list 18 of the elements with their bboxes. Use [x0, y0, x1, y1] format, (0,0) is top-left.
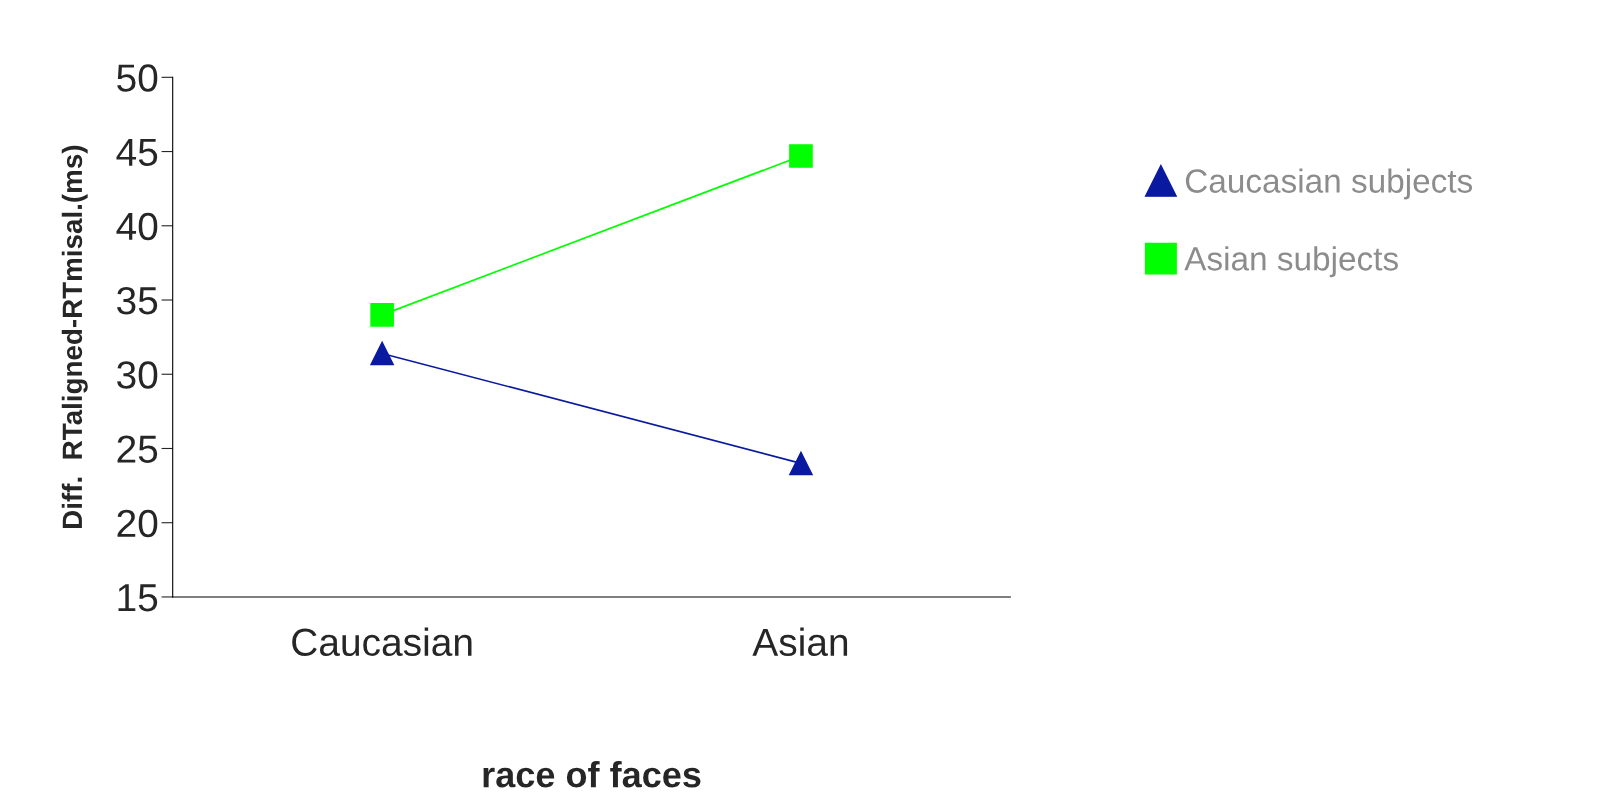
legend-label: Asian subjects: [1184, 246, 1398, 278]
y-tick-label: 40: [116, 212, 158, 241]
point: [370, 303, 394, 327]
y-tick-label: 15: [118, 584, 158, 612]
y-axis-title: Diff. RTaligned-RTmisal.(ms): [61, 145, 88, 528]
point: [789, 451, 813, 476]
point: [789, 144, 813, 168]
x-tick-label: Caucasian: [292, 627, 472, 657]
x-tick-label: Asian: [752, 627, 848, 657]
legend-label: Caucasian subjects: [1185, 168, 1473, 200]
y-tick-label: 20: [117, 509, 158, 538]
y-tick-label: 45: [116, 138, 158, 167]
y-tick-label: 35: [117, 286, 158, 315]
y-tick-label: 30: [117, 361, 158, 389]
x-axis-title: race of faces: [483, 760, 701, 788]
y-tick-label: 50: [117, 64, 158, 92]
point: [370, 341, 394, 366]
y-tick-label: 25: [117, 435, 158, 463]
